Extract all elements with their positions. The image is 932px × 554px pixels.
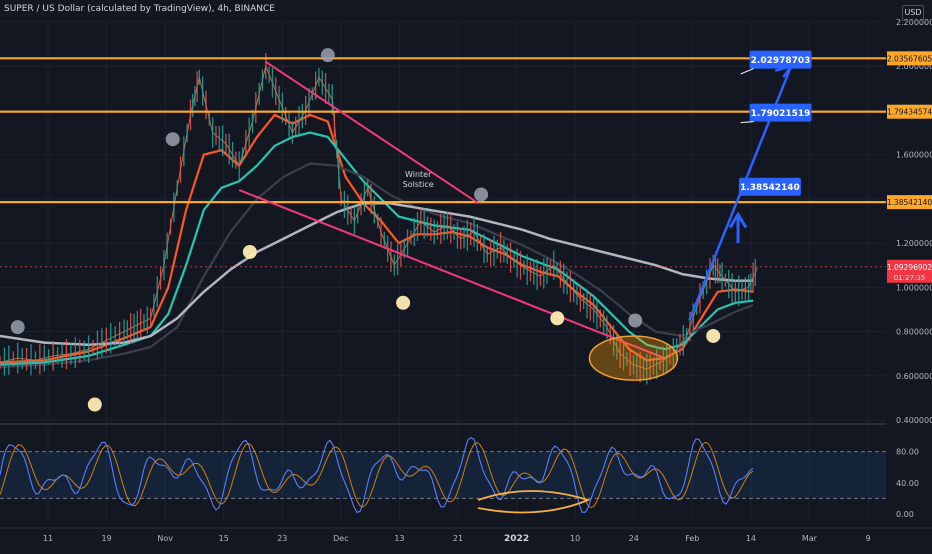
up-arrow-head bbox=[728, 211, 748, 229]
price-tick-9: 0.40000000 bbox=[896, 416, 932, 425]
level-label-0: 2.03567605 bbox=[887, 54, 932, 63]
annotation-text-0: Winter bbox=[405, 170, 432, 179]
oscillator-tick-0: 80.00 bbox=[896, 448, 919, 457]
current-price-box bbox=[887, 259, 932, 283]
trend-line-upper[interactable] bbox=[265, 60, 479, 205]
time-tick-10: 24 bbox=[629, 534, 639, 543]
oscillator-d-line bbox=[0, 441, 754, 509]
oscillator-pane bbox=[0, 423, 932, 514]
accumulation-ellipse[interactable] bbox=[588, 335, 679, 381]
moving-average-0 bbox=[0, 113, 754, 364]
moving-averages bbox=[0, 113, 754, 368]
time-tick-13: Mar bbox=[802, 534, 818, 543]
price-tick-5: 1.20000000 bbox=[896, 239, 932, 248]
time-tick-1: 19 bbox=[101, 534, 111, 543]
new-moon-marker-2 bbox=[320, 48, 335, 63]
time-tick-9: 10 bbox=[570, 534, 580, 543]
time-axis[interactable]: 11 19 Nov 15 23 Dec 13 21 2022 10 24 Feb 14 Mar 9 bbox=[0, 527, 932, 544]
oscillator-k-line bbox=[0, 436, 754, 514]
moving-average-3 bbox=[0, 202, 754, 347]
target-pointer-1 bbox=[740, 121, 754, 124]
time-tick-3: 15 bbox=[219, 534, 229, 543]
level-label-box-1 bbox=[887, 104, 932, 119]
full-moon-marker-4 bbox=[706, 328, 721, 343]
full-moon-marker-2 bbox=[396, 295, 411, 310]
level-label-2: 1.38542140 bbox=[887, 198, 932, 207]
time-tick-6: 13 bbox=[394, 534, 404, 543]
new-moon-marker-3 bbox=[474, 187, 489, 202]
oscillator-highlight[interactable] bbox=[477, 490, 591, 514]
time-tick-5: Dec bbox=[333, 534, 348, 543]
moving-average-1 bbox=[0, 131, 754, 366]
target-pointer-0 bbox=[740, 68, 754, 75]
oscillator-tick-2: 0.00 bbox=[896, 510, 914, 519]
chart-title: SUPER / US Dollar (calculated by Trading… bbox=[4, 4, 275, 14]
drawings: 2.02978703 1.79021519 1.38542140 WinterSols… bbox=[10, 48, 812, 412]
target-label-0: 2.02978703 bbox=[751, 56, 811, 66]
price-tick-6: 1.00000000 bbox=[896, 283, 932, 292]
price-tick-1: 2.00000000 bbox=[896, 62, 932, 71]
horizontal-levels bbox=[0, 57, 886, 268]
full-moon-marker-3 bbox=[550, 311, 565, 326]
new-moon-marker-4 bbox=[628, 313, 643, 328]
target-label-box-2 bbox=[738, 177, 801, 196]
price-tick-3: 1.60000000 bbox=[896, 151, 932, 160]
time-tick-8: 2022 bbox=[504, 534, 529, 544]
axis-labels: 2.03567605 1.79434574 1.38542140 1.09296902… bbox=[887, 51, 932, 283]
full-moon-marker-1 bbox=[242, 244, 257, 259]
time-tick-11: Feb bbox=[685, 534, 699, 543]
full-moon-marker-0 bbox=[87, 397, 102, 412]
annotation-text-1: Solstice bbox=[403, 180, 434, 189]
target-label-box-0 bbox=[749, 50, 812, 69]
currency-button[interactable]: USD bbox=[902, 5, 924, 21]
oscillator-band bbox=[0, 451, 886, 499]
new-moon-marker-0 bbox=[10, 320, 25, 335]
price-tick-0: 2.20000000 bbox=[896, 18, 932, 27]
time-tick-4: 23 bbox=[277, 534, 287, 543]
trend-line-lower[interactable] bbox=[238, 189, 665, 360]
time-tick-0: 11 bbox=[43, 534, 53, 543]
current-price-countdown: 01:27:35 bbox=[894, 274, 925, 282]
time-tick-12: 14 bbox=[746, 534, 756, 543]
time-tick-2: Nov bbox=[157, 534, 173, 543]
target-label-box-1 bbox=[749, 103, 812, 122]
target-label-1: 1.79021519 bbox=[751, 109, 811, 119]
target-label-2: 1.38542140 bbox=[740, 183, 800, 193]
time-tick-7: 21 bbox=[453, 534, 463, 543]
time-tick-14: 9 bbox=[865, 534, 870, 543]
level-label-box-0 bbox=[887, 51, 932, 66]
oscillator-tick-1: 40.00 bbox=[896, 479, 919, 488]
level-label-1: 1.79434574 bbox=[887, 108, 932, 117]
new-moon-marker-1 bbox=[165, 132, 180, 147]
price-tick-8: 0.60000000 bbox=[896, 372, 932, 381]
level-label-box-2 bbox=[887, 195, 932, 210]
grid bbox=[0, 21, 886, 522]
price-tick-7: 0.80000000 bbox=[896, 328, 932, 337]
current-price-label: 1.09296902 bbox=[887, 263, 932, 272]
price-series bbox=[0, 53, 758, 385]
